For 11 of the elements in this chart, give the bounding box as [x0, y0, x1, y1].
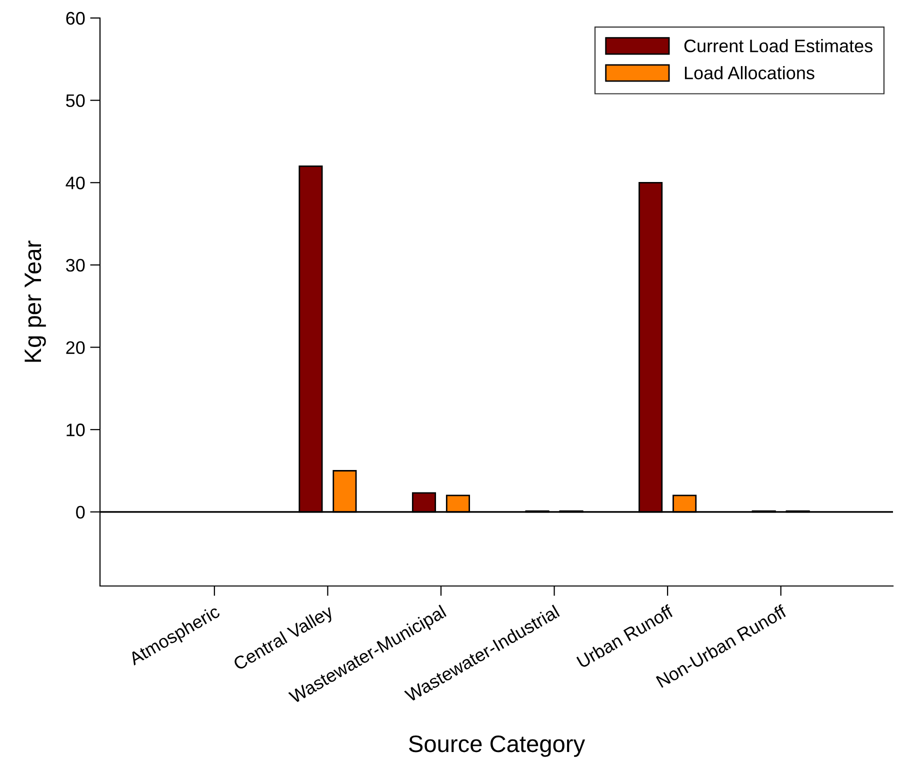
x-axis-title: Source Category	[408, 735, 586, 757]
y-axis-title: Kg per Year	[24, 240, 46, 362]
y-tick-label: 50	[66, 94, 85, 108]
y-tick-label: 40	[66, 176, 85, 190]
y-tick-label: 60	[66, 12, 85, 25]
legend-label: Current Load Estimates	[684, 39, 872, 52]
y-tick-label: 30	[66, 258, 85, 272]
y-tick-label: 10	[66, 424, 85, 436]
y-tick-label: 0	[76, 506, 85, 519]
y-tick-label: 20	[66, 341, 85, 354]
legend-label: Load Allocations	[684, 66, 814, 80]
